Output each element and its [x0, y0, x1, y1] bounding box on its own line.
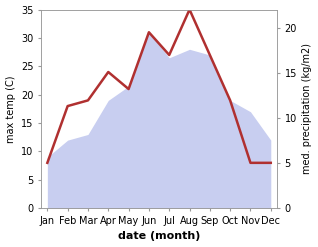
Y-axis label: max temp (C): max temp (C): [5, 75, 16, 143]
Y-axis label: med. precipitation (kg/m2): med. precipitation (kg/m2): [302, 43, 313, 174]
X-axis label: date (month): date (month): [118, 231, 200, 242]
